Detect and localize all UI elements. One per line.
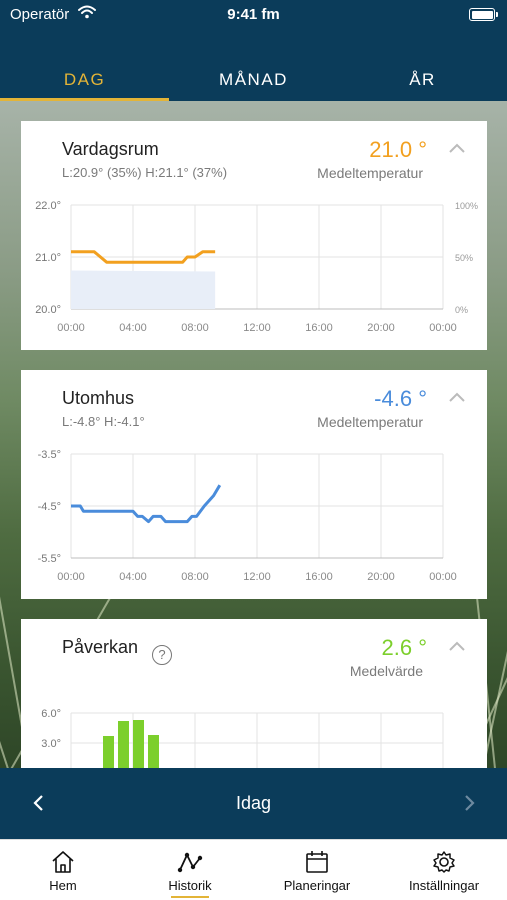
y2-tick-label: 0%	[455, 305, 468, 315]
carrier-name: Operatör	[10, 6, 70, 23]
tabbar-label: Inställningar	[408, 878, 480, 893]
y-tick-label: 20.0°	[35, 304, 61, 316]
card-low-high: L:-4.8° H:-4.1°	[62, 414, 145, 429]
y2-tick-label: 50%	[455, 253, 473, 263]
tabbar-home[interactable]: Hem	[0, 840, 126, 900]
tabbar-schedules[interactable]: Planeringar	[254, 840, 380, 900]
y2-tick-label: 100%	[455, 201, 478, 211]
impact-average-value: 2.6 °	[381, 635, 428, 660]
x-tick-label: 20:00	[367, 322, 395, 334]
home-icon	[52, 851, 74, 873]
indoor-chart: 00:00 04:00 08:00 12:00 16:00 20:00 00:00 20.0°…	[35, 200, 478, 334]
bottom-tab-bar: Hem Historik Planeringar Inställningar	[0, 839, 507, 900]
tabbar-label: Hem	[49, 878, 77, 893]
y-tick-label: -4.5°	[38, 501, 61, 513]
card-title: Vardagsrum	[62, 139, 159, 159]
humidity-area	[71, 270, 216, 309]
outdoor-card: Utomhus L:-4.8° H:-4.1° -4.6 ° Medeltemp…	[21, 370, 487, 599]
x-tick-label: 00:00	[57, 322, 85, 334]
gear-icon	[433, 851, 455, 873]
card-title: Påverkan	[62, 637, 139, 657]
impact-bar	[148, 735, 159, 768]
x-tick-label: 08:00	[181, 322, 209, 334]
period-tabs: DAG MÅNAD ÅR	[0, 30, 507, 101]
y-tick-label: 21.0°	[35, 252, 61, 264]
indoor-card: Vardagsrum L:20.9° (35%) H:21.1° (37%) 2…	[21, 121, 487, 350]
card-title: Utomhus	[62, 388, 135, 408]
x-tick-label: 00:00	[429, 571, 457, 583]
tabbar-history[interactable]: Historik	[127, 840, 253, 900]
collapse-chevron-icon[interactable]	[447, 639, 467, 653]
impact-chart: 3.0° 6.0°	[41, 708, 444, 768]
impact-bar	[118, 721, 129, 768]
x-tick-label: 04:00	[119, 571, 147, 583]
x-tick-label: 04:00	[119, 322, 147, 334]
tabbar-label: Planeringar	[283, 878, 351, 893]
x-tick-label: 12:00	[243, 322, 271, 334]
y-tick-label: 6.0°	[41, 708, 61, 720]
x-tick-label: 00:00	[429, 322, 457, 334]
indoor-average-value: 21.0 °	[369, 137, 427, 162]
x-tick-label: 08:00	[181, 571, 209, 583]
current-date-label: Idag	[235, 793, 272, 813]
active-tab-indicator	[171, 896, 209, 898]
collapse-chevron-icon[interactable]	[447, 141, 467, 155]
background-photo: Vardagsrum L:20.9° (35%) H:21.1° (37%) 2…	[0, 101, 507, 768]
help-icon[interactable]: ?	[152, 645, 172, 665]
impact-bar	[133, 720, 144, 768]
x-tick-label: 12:00	[243, 571, 271, 583]
card-value-label: Medeltemperatur	[317, 165, 423, 181]
y-tick-label: -3.5°	[38, 449, 61, 461]
status-time: 9:41 fm	[227, 6, 280, 23]
active-tab-indicator	[0, 98, 169, 101]
card-low-high: L:20.9° (35%) H:21.1° (37%)	[62, 165, 228, 180]
temperature-line	[71, 250, 216, 264]
x-tick-label: 16:00	[305, 322, 333, 334]
impact-card: Påverkan ? 2.6 ° Medelvärde 3.0° 6.0°	[21, 619, 487, 768]
temperature-line	[71, 484, 222, 524]
impact-bar	[103, 736, 114, 768]
tab-year[interactable]: ÅR	[409, 70, 436, 89]
y-tick-label: 22.0°	[35, 200, 61, 212]
card-value-label: Medeltemperatur	[317, 414, 423, 430]
y-tick-label: 3.0°	[41, 738, 61, 750]
history-icon	[177, 852, 203, 873]
x-tick-label: 16:00	[305, 571, 333, 583]
tab-day[interactable]: DAG	[63, 70, 106, 89]
x-tick-label: 00:00	[57, 571, 85, 583]
chevron-left-icon[interactable]	[28, 792, 50, 814]
outdoor-average-value: -4.6 °	[374, 386, 427, 411]
chevron-right-icon[interactable]	[458, 792, 480, 814]
wifi-icon	[78, 5, 96, 23]
collapse-chevron-icon[interactable]	[447, 390, 467, 404]
y-tick-label: -5.5°	[38, 553, 61, 565]
outdoor-chart: 00:00 04:00 08:00 12:00 16:00 20:00 00:00 -5.5°…	[38, 449, 457, 583]
calendar-icon	[306, 851, 328, 873]
tabbar-label: Historik	[168, 878, 212, 893]
date-navigation: Idag	[0, 768, 507, 839]
tabbar-settings[interactable]: Inställningar	[381, 840, 507, 900]
card-value-label: Medelvärde	[349, 663, 423, 679]
x-tick-label: 20:00	[367, 571, 395, 583]
battery-icon	[469, 8, 498, 21]
status-bar: Operatör 9:41 fm	[0, 0, 507, 30]
tab-month[interactable]: MÅNAD	[219, 70, 288, 89]
